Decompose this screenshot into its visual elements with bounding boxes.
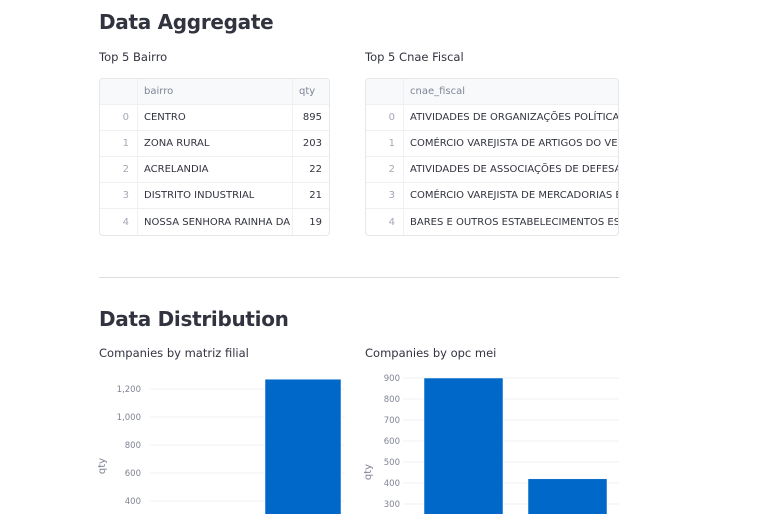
y-tick-label: 700 bbox=[384, 416, 400, 426]
y-tick-label: 500 bbox=[384, 458, 400, 468]
cnae-cell: ATIVIDADES DE ASSOCIAÇÕES DE DEFESA DE D… bbox=[410, 164, 618, 175]
row-index: 4 bbox=[100, 209, 138, 235]
section-divider bbox=[99, 277, 619, 278]
table-row[interactable]: 1 ZONA RURAL 203 bbox=[100, 131, 329, 157]
row-index: 3 bbox=[100, 183, 138, 208]
row-index: 2 bbox=[100, 157, 138, 182]
bairro-header[interactable]: bairro bbox=[138, 79, 293, 104]
bar[interactable] bbox=[423, 377, 504, 514]
chart1-title: Companies by matriz filial bbox=[99, 346, 249, 360]
table-row[interactable]: 2 ACRELANDIA 22 bbox=[100, 157, 329, 183]
bairro-cell: DISTRITO INDUSTRIAL bbox=[138, 183, 293, 208]
aggregate-title: Data Aggregate bbox=[99, 10, 274, 34]
row-index: 3 bbox=[366, 183, 404, 208]
cnae-header[interactable]: cnae_fiscal bbox=[410, 86, 466, 97]
y-tick-label: 800 bbox=[384, 395, 400, 405]
bairro-cell: ZONA RURAL bbox=[138, 131, 293, 156]
y-tick-label: 300 bbox=[384, 500, 400, 510]
index-header bbox=[100, 79, 138, 104]
bairro-table-title: Top 5 Bairro bbox=[99, 50, 168, 64]
cnae-cell: COMÉRCIO VAREJISTA DE ARTIGOS DO VESTUÁR… bbox=[410, 138, 618, 149]
bairro-cell: NOSSA SENHORA RAINHA DA PAZ bbox=[138, 209, 293, 235]
row-index: 1 bbox=[366, 131, 404, 156]
cnae-table[interactable]: cnae_fiscal 0 ATIVIDADES DE ORGANIZAÇÕES … bbox=[365, 78, 619, 236]
y-axis-label: qty bbox=[97, 458, 108, 474]
y-tick-label: 1,200 bbox=[117, 385, 141, 395]
y-tick-label: 400 bbox=[125, 497, 141, 507]
row-index: 4 bbox=[366, 209, 404, 235]
table-row[interactable]: 1 COMÉRCIO VAREJISTA DE ARTIGOS DO VESTUÁ… bbox=[366, 131, 618, 157]
row-index: 1 bbox=[100, 131, 138, 156]
qty-cell: 895 bbox=[302, 112, 322, 123]
y-tick-label: 800 bbox=[125, 441, 141, 451]
table-row[interactable]: 0 ATIVIDADES DE ORGANIZAÇÕES POLÍTICAS bbox=[366, 105, 618, 131]
y-tick-label: 600 bbox=[125, 469, 141, 479]
cnae-table-title: Top 5 Cnae Fiscal bbox=[365, 50, 464, 64]
chart2-title: Companies by opc mei bbox=[365, 346, 497, 360]
qty-cell: 19 bbox=[309, 216, 322, 228]
qty-cell: 21 bbox=[309, 190, 322, 201]
bairro-cell: ACRELANDIA bbox=[138, 157, 293, 182]
row-index: 0 bbox=[366, 105, 404, 130]
qty-cell: 22 bbox=[309, 164, 322, 175]
bar[interactable] bbox=[527, 478, 608, 514]
y-tick-label: 1,000 bbox=[117, 413, 141, 423]
y-tick-label: 400 bbox=[384, 479, 400, 489]
bairro-table[interactable]: bairro qty 0 CENTRO 895 1 ZONA RURAL 203 2 ACRE… bbox=[99, 78, 330, 236]
table-row[interactable]: 4 BARES E OUTROS ESTABELECIMENTOS ESPECIA… bbox=[366, 209, 618, 235]
cnae-cell: BARES E OUTROS ESTABELECIMENTOS ESPECIAL… bbox=[410, 216, 618, 228]
qty-cell: 203 bbox=[302, 138, 322, 149]
table-row[interactable]: 3 DISTRITO INDUSTRIAL 21 bbox=[100, 183, 329, 209]
table-row[interactable]: 3 COMÉRCIO VAREJISTA DE MERCADORIAS EM GE… bbox=[366, 183, 618, 209]
cnae-cell: COMÉRCIO VAREJISTA DE MERCADORIAS EM GER… bbox=[410, 190, 618, 201]
row-index: 0 bbox=[100, 105, 138, 130]
y-tick-label: 900 bbox=[384, 374, 400, 384]
bairro-cell: CENTRO bbox=[138, 105, 293, 130]
y-axis-label: qty bbox=[363, 464, 374, 480]
qty-header[interactable]: qty bbox=[299, 86, 316, 97]
table-header: bairro qty bbox=[100, 79, 329, 105]
y-tick-label: 600 bbox=[384, 437, 400, 447]
table-row[interactable]: 0 CENTRO 895 bbox=[100, 105, 329, 131]
index-header bbox=[366, 79, 404, 104]
table-row[interactable]: 2 ATIVIDADES DE ASSOCIAÇÕES DE DEFESA DE … bbox=[366, 157, 618, 183]
row-index: 2 bbox=[366, 157, 404, 182]
table-header: cnae_fiscal bbox=[366, 79, 618, 105]
bar[interactable] bbox=[264, 378, 342, 514]
cnae-cell: ATIVIDADES DE ORGANIZAÇÕES POLÍTICAS bbox=[410, 112, 618, 123]
distribution-title: Data Distribution bbox=[99, 307, 289, 331]
